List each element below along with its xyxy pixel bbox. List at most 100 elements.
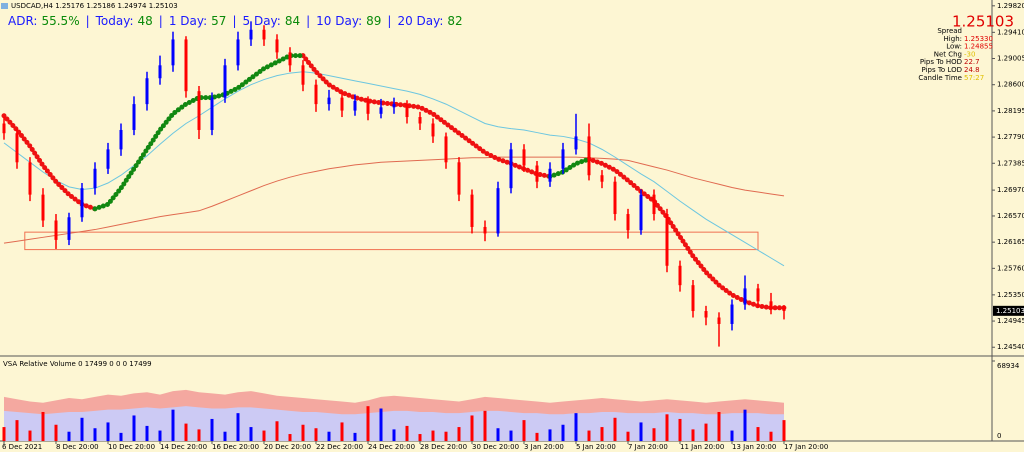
x-tick-label: 6 Dec 2021	[2, 443, 42, 451]
info-label: Low:	[946, 43, 962, 51]
candle-body	[236, 39, 240, 66]
candle-body	[2, 123, 6, 134]
volume-bar	[67, 431, 71, 441]
volume-bar	[548, 429, 552, 441]
candle-body	[600, 175, 604, 182]
x-tick-label: 10 Dec 20:00	[108, 443, 155, 451]
y-tick-label: 1.26165	[997, 238, 1024, 246]
volume-bar	[132, 415, 136, 441]
x-tick-label: 24 Dec 20:00	[368, 443, 415, 451]
x-tick-label: 20 Dec 20:00	[264, 443, 311, 451]
volume-bar	[93, 428, 97, 441]
x-tick-label: 17 Jan 20:00	[784, 443, 828, 451]
candle-body	[574, 136, 578, 150]
candle-body	[15, 133, 19, 163]
candle-body	[379, 107, 383, 114]
y-tick-label: 1.29005	[997, 55, 1024, 63]
y-tick-label: 1.29820	[997, 2, 1024, 10]
info-value: 24.8	[964, 66, 980, 74]
candle-body	[587, 136, 591, 176]
info-label: Net Chg	[934, 50, 962, 58]
volume-bar	[470, 415, 474, 441]
volume-bar	[418, 434, 422, 441]
x-tick-label: 5 Jan 20:00	[576, 443, 616, 451]
adr-label: Today:	[95, 14, 134, 28]
candle-body	[769, 301, 773, 308]
volume-bar	[522, 420, 526, 441]
candle-body	[431, 123, 435, 137]
candle-body	[41, 194, 45, 221]
candle-body	[132, 104, 136, 130]
candle-body	[418, 117, 422, 124]
y-tick-label: 1.26970	[997, 186, 1024, 194]
candle-body	[496, 188, 500, 234]
x-tick-label: 14 Dec 20:00	[160, 443, 207, 451]
volume-bar	[613, 417, 617, 441]
volume-bar	[15, 420, 19, 441]
adr-label: 20 Day:	[397, 14, 444, 28]
y-tick-label: 1.29410	[997, 28, 1024, 36]
volume-bar	[379, 408, 383, 441]
volume-bar	[340, 422, 344, 441]
indicator-title: VSA Relative Volume 0 17499 0 0 0 17499	[3, 360, 152, 368]
candle-body	[535, 165, 539, 182]
separator: |	[306, 14, 311, 28]
volume-bar	[210, 418, 214, 441]
adr-item: 1 Day: 57	[169, 14, 227, 28]
candle-body	[756, 288, 760, 302]
candle-body	[366, 100, 370, 114]
info-value: -30	[964, 50, 975, 58]
volume-bar	[782, 420, 786, 441]
candle-body	[509, 149, 513, 189]
info-value: 1.25330	[964, 35, 993, 43]
candle-body	[80, 188, 84, 218]
candle-body	[717, 317, 721, 324]
trend-dots	[1, 53, 787, 311]
volume-bar	[28, 430, 32, 441]
volume-bar	[444, 431, 448, 441]
volume-bar	[158, 430, 162, 441]
candle-body	[639, 194, 643, 231]
volume-bar	[509, 430, 513, 441]
volume-bar	[756, 427, 760, 441]
candle-body	[340, 97, 344, 111]
volume-bar	[145, 425, 149, 441]
candle-body	[652, 194, 656, 215]
volume-bar	[353, 432, 357, 441]
moving-average	[3, 156, 785, 244]
candle-body	[730, 304, 734, 324]
adr-item: 10 Day: 89	[316, 14, 381, 28]
candle-body	[704, 311, 708, 318]
volume-bar	[184, 423, 188, 441]
volume-bar	[574, 413, 578, 441]
separator: |	[158, 14, 163, 28]
candle-body	[223, 65, 227, 98]
last-price-box	[993, 305, 1024, 316]
adr-value: 48	[137, 14, 153, 28]
y-tick-label: 1.28195	[997, 107, 1024, 115]
info-value: 57:27	[964, 74, 984, 82]
y-tick-label: 1.26570	[997, 212, 1024, 220]
y-tick-label: 1.24945	[997, 317, 1024, 325]
x-tick-label: 11 Jan 20:00	[680, 443, 724, 451]
info-price: 1.25103	[952, 13, 1014, 31]
info-label: Spread	[937, 27, 962, 35]
volume-bar	[223, 431, 227, 441]
candle-body	[782, 307, 786, 312]
volume-bar	[275, 421, 279, 441]
candle-body	[262, 29, 266, 40]
x-tick-label: 30 Dec 20:00	[472, 443, 519, 451]
candle-body	[392, 104, 396, 108]
y-tick-label: 1.24540	[997, 343, 1024, 351]
adr-bar: ADR: 55.5% | Today: 48 | 1 Day: 57 | 5 Day: 84 | 10 …	[8, 14, 463, 28]
candle-body	[67, 217, 71, 240]
adr-item: 20 Day: 82	[397, 14, 462, 28]
x-tick-label: 28 Dec 20:00	[420, 443, 467, 451]
symbol-icon	[1, 3, 8, 9]
candle-body	[184, 39, 188, 92]
volume-bar	[769, 431, 773, 441]
volume-bar	[2, 427, 6, 441]
volume-bar	[431, 430, 435, 441]
